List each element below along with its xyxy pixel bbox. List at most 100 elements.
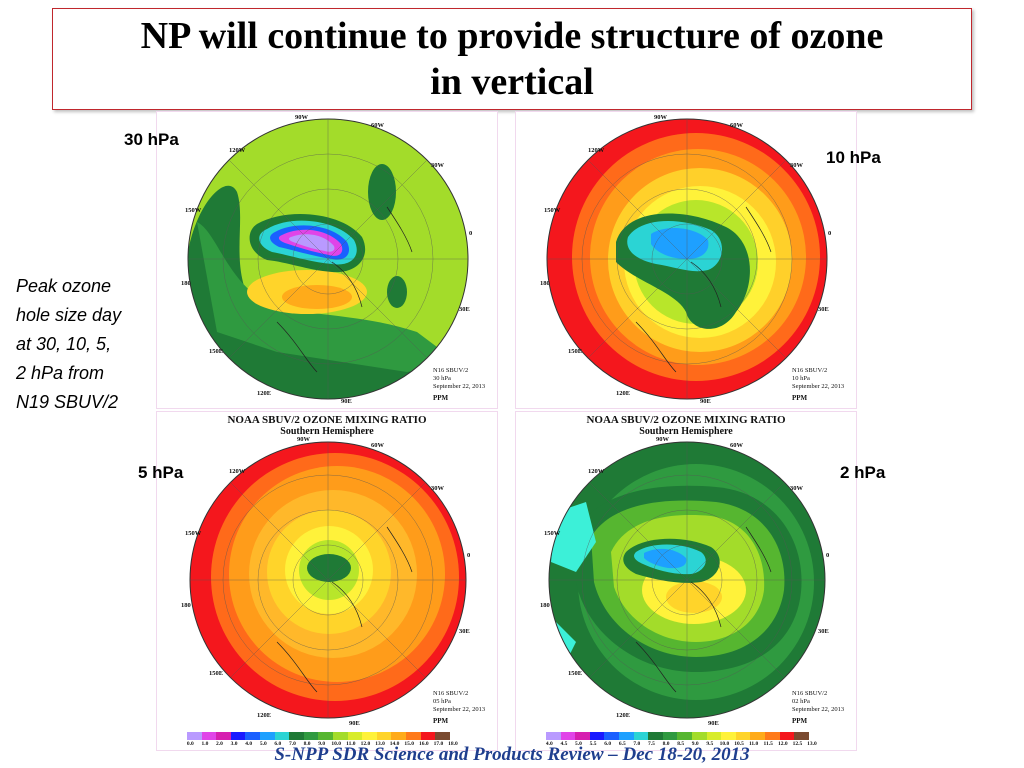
- lon-label: 120E: [616, 390, 631, 397]
- polar-map-graphic: [546, 118, 828, 400]
- colorbar-swatch: [735, 732, 751, 740]
- colorbar-swatch: [201, 732, 217, 740]
- colorbar-tick-label: 3.0: [230, 741, 238, 747]
- lon-label: 150W: [544, 207, 561, 214]
- map-header: NOAA SBUV/2 OZONE MIXING RATIO Southern …: [586, 414, 786, 437]
- ozone-map-05hpa: NOAA SBUV/2 OZONE MIXING RATIO Southern …: [156, 411, 498, 751]
- colorbar: [546, 732, 809, 740]
- colorbar-tick-label: 12.0: [777, 741, 788, 747]
- colorbar-tick-label: 8.0: [303, 741, 311, 747]
- colorbar-swatch: [332, 732, 348, 740]
- lon-label: 30E: [818, 306, 829, 313]
- lon-label: 30E: [818, 628, 829, 635]
- colorbar-tick-label: 12.0: [360, 741, 371, 747]
- lon-label: 30W: [431, 162, 444, 169]
- lon-label: 120E: [257, 390, 272, 397]
- unit-label: PPM: [792, 394, 808, 402]
- unit-label: PPM: [792, 717, 808, 725]
- lon-label: 150W: [185, 530, 202, 537]
- colorbar-tick-label: 10.0: [331, 741, 342, 747]
- footer-text: S-NPP SDR Science and Products Review – …: [274, 744, 750, 765]
- colorbar-swatch: [216, 732, 231, 740]
- colorbar-tick-label: 6.0: [604, 741, 612, 747]
- lon-label: 180: [540, 602, 550, 609]
- pressure-label-02hpa: 2 hPa: [840, 463, 886, 482]
- colorbar-swatch: [618, 732, 634, 740]
- lon-label: 120E: [616, 712, 631, 719]
- colorbar-swatch: [230, 732, 246, 740]
- lon-label: 30W: [431, 485, 444, 492]
- colorbar-swatch: [420, 732, 436, 740]
- pressure-label-30hpa: 30 hPa: [124, 130, 179, 149]
- lon-label: 150E: [568, 348, 583, 355]
- map-info: N16 SBUV/2 10 hPa September 22, 2013: [792, 367, 845, 390]
- colorbar-tick-label: 9.0: [318, 741, 326, 747]
- colorbar-tick-label: 7.5: [648, 741, 655, 747]
- lon-label: 120W: [229, 468, 246, 475]
- colorbar-tick-label: 12.5: [792, 741, 803, 747]
- colorbar-tick-label: 9.5: [706, 741, 714, 747]
- colorbar-swatch: [589, 732, 605, 740]
- colorbar-swatch: [764, 732, 780, 740]
- colorbar-tick-label: 13.0: [375, 741, 385, 747]
- colorbar-tick-label: 10.5: [734, 741, 744, 747]
- map-info: N16 SBUV/2 05 hPa September 22, 2013: [433, 690, 486, 713]
- colorbar-tick-label: 14.0: [389, 741, 400, 747]
- lon-label: 0: [469, 230, 473, 237]
- lon-label: 90W: [297, 436, 310, 443]
- colorbar-tick-label: 4.5: [560, 741, 568, 747]
- title-line-1: NP will continue to provide structure of…: [140, 15, 884, 57]
- ozone-map-02hpa: NOAA SBUV/2 OZONE MIXING RATIO Southern …: [515, 411, 857, 751]
- colorbar-swatch: [575, 732, 590, 740]
- colorbar-tick-label: 13.0: [807, 741, 817, 747]
- lon-label: 120W: [588, 147, 605, 154]
- lon-label: 90W: [654, 114, 667, 121]
- side-note-line: N19 SBUV/2: [16, 392, 119, 412]
- colorbar-swatch: [362, 732, 377, 740]
- colorbar-tick-label: 5.0: [575, 741, 582, 747]
- ozone-map-30hpa: 90W 60W 120W 30W 150W 0 180 30E 150E 120…: [156, 111, 498, 409]
- polar-map-graphic: [548, 441, 826, 719]
- lon-label: 30E: [459, 306, 470, 313]
- colorbar-swatch: [779, 732, 795, 740]
- lon-label: 90E: [341, 398, 352, 405]
- lon-label: 60W: [371, 442, 384, 449]
- colorbar-tick-label: 11.0: [346, 741, 356, 747]
- colorbar-tick-label: 17.0: [433, 741, 444, 747]
- unit-label: PPM: [433, 394, 449, 402]
- side-note-line: Peak ozone: [16, 276, 112, 296]
- colorbar-swatch: [187, 732, 202, 740]
- colorbar-tick-label: 5.5: [589, 741, 597, 747]
- lon-label: 30W: [790, 485, 803, 492]
- colorbar-swatch: [560, 732, 576, 740]
- lon-label: 90E: [708, 720, 719, 727]
- polar-map-graphic: [189, 441, 467, 719]
- colorbar-tick-label: 11.5: [763, 741, 773, 747]
- colorbar-swatch: [648, 732, 663, 740]
- colorbar-swatch: [303, 732, 319, 740]
- colorbar-tick-label: 7.0: [633, 741, 641, 747]
- lon-label: 60W: [730, 442, 743, 449]
- colorbar-swatch: [691, 732, 707, 740]
- colorbar-swatch: [245, 732, 260, 740]
- colorbar-swatch: [318, 732, 333, 740]
- colorbar-tick-label: 0.0: [186, 741, 194, 747]
- side-note-line: 2 hPa from: [16, 363, 105, 383]
- colorbar-swatch: [391, 732, 406, 740]
- colorbar-tick-label: 18.0: [448, 741, 458, 747]
- ozone-map-10hpa: 90W 60W 120W 30W 150W 0 180 30E 150E 120…: [515, 111, 857, 409]
- colorbar-tick-label: 10.0: [719, 741, 730, 747]
- lon-label: 180: [181, 280, 191, 287]
- colorbar-swatch: [604, 732, 619, 740]
- colorbar-tick-label: 15.0: [404, 741, 415, 747]
- colorbar-tick-label: 4.0: [545, 741, 553, 747]
- lon-label: 180: [181, 602, 191, 609]
- colorbar-swatch: [376, 732, 392, 740]
- lon-label: 180: [540, 280, 550, 287]
- lon-label: 90E: [349, 720, 360, 727]
- lon-label: 150E: [568, 670, 583, 677]
- lon-label: 90W: [656, 436, 669, 443]
- lon-label: 150W: [544, 530, 561, 537]
- side-note: Peak ozone hole size day at 30, 10, 5, 2…: [16, 272, 156, 417]
- pressure-label-10hpa: 10 hPa: [826, 148, 881, 167]
